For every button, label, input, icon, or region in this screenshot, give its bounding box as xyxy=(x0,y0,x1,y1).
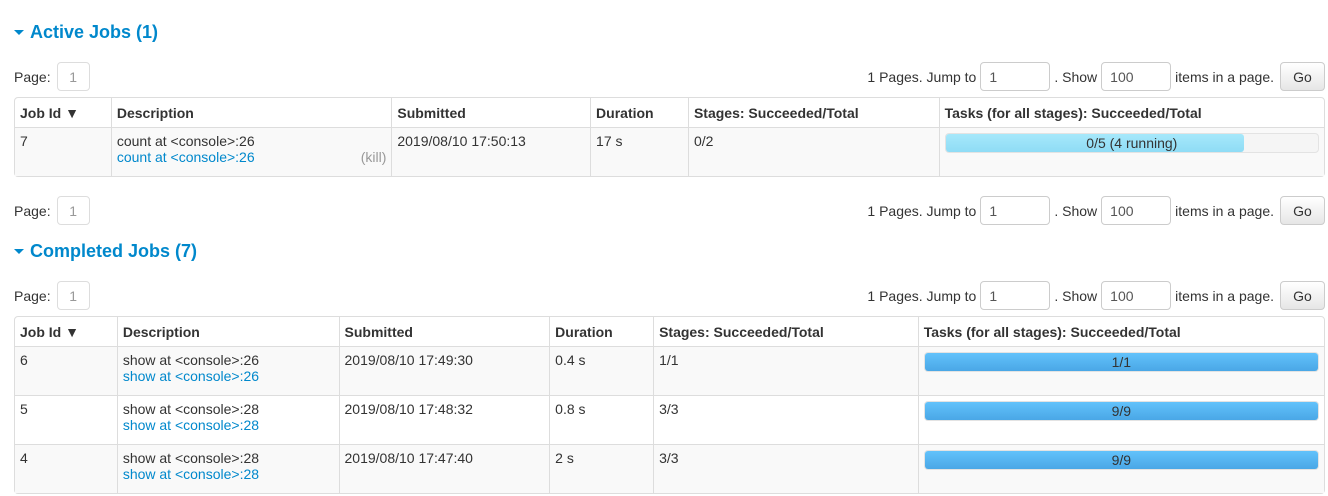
job-id: 4 xyxy=(15,444,117,493)
duration: 0.4 s xyxy=(549,346,654,395)
task-progress-bar: 0/5 (4 running) xyxy=(944,133,1319,153)
table-row: 4 show at <console>:28 show at <console>… xyxy=(15,444,1324,493)
column-header[interactable]: Submitted xyxy=(391,98,590,127)
column-header[interactable]: Stages: Succeeded/Total xyxy=(653,317,918,346)
show-text: . Show xyxy=(1054,202,1098,219)
jump-to-input[interactable] xyxy=(980,62,1051,91)
job-id: 5 xyxy=(15,395,117,444)
go-button[interactable]: Go xyxy=(1280,62,1325,91)
running-fill xyxy=(945,134,1244,152)
pages-text: 1 Pages. Jump to xyxy=(867,68,977,85)
jump-to-input[interactable] xyxy=(980,281,1051,310)
job-description: show at <console>:28 xyxy=(122,450,260,466)
completed-fill xyxy=(924,353,1318,371)
kill-link[interactable]: (kill) xyxy=(360,149,387,165)
pages-text: 1 Pages. Jump to xyxy=(867,287,977,304)
completed-fill xyxy=(924,402,1318,420)
active-jobs-toggle[interactable]: Active Jobs (1) xyxy=(14,22,158,43)
page-button[interactable]: 1 xyxy=(56,196,90,225)
header-row: Job Id ▼ Description Submitted Duration Stag… xyxy=(15,317,1324,346)
job-id: 6 xyxy=(15,346,117,395)
items-text: items in a page. xyxy=(1175,202,1274,219)
completed-jobs-table: Job Id ▼ Description Submitted Duration Stag… xyxy=(14,316,1325,494)
column-header[interactable]: Job Id ▼ xyxy=(20,104,79,121)
header-row: Job Id ▼ Description Submitted Duration Stag… xyxy=(15,98,1324,127)
items-text: items in a page. xyxy=(1175,68,1274,85)
task-progress-label: 1/1 xyxy=(1111,354,1132,370)
task-progress-bar: 9/9 xyxy=(923,450,1319,470)
section-title: Completed Jobs (7) xyxy=(30,241,198,261)
stages: 0/2 xyxy=(687,127,939,176)
column-header[interactable]: Submitted xyxy=(338,317,550,346)
submitted: 2019/08/10 17:48:32 xyxy=(338,395,550,444)
section-title: Active Jobs (1) xyxy=(30,22,159,42)
job-link[interactable]: show at <console>:28 xyxy=(122,466,260,482)
stages: 3/3 xyxy=(653,395,918,444)
job-description: show at <console>:26 xyxy=(122,352,260,368)
pager: Page: 1 1 Pages. Jump to . Show items in … xyxy=(14,196,1325,225)
page-label: Page: xyxy=(14,202,51,219)
task-progress-bar: 9/9 xyxy=(923,401,1319,421)
submitted: 2019/08/10 17:50:13 xyxy=(391,127,591,176)
job-link[interactable]: count at <console>:26 xyxy=(116,149,255,165)
page-button[interactable]: 1 xyxy=(56,62,90,91)
column-header[interactable]: Duration xyxy=(590,98,688,127)
stages: 3/3 xyxy=(653,444,918,493)
column-header[interactable]: Tasks (for all stages): Succeeded/Total xyxy=(917,317,1324,346)
column-header[interactable]: Duration xyxy=(549,317,653,346)
stages: 1/1 xyxy=(653,346,918,395)
go-button[interactable]: Go xyxy=(1280,196,1325,225)
page-size-input[interactable] xyxy=(1101,62,1172,91)
table-row: 5 show at <console>:28 show at <console>… xyxy=(15,395,1324,444)
caret-down-icon xyxy=(14,30,24,35)
show-text: . Show xyxy=(1054,68,1098,85)
task-progress-label: 0/5 (4 running) xyxy=(1086,135,1178,151)
page-label: Page: xyxy=(14,287,51,304)
pages-text: 1 Pages. Jump to xyxy=(867,202,977,219)
active-jobs-table: Job Id ▼ Description Submitted Duration Stag… xyxy=(14,97,1325,177)
task-progress-label: 9/9 xyxy=(1111,452,1132,468)
duration: 0.8 s xyxy=(549,395,654,444)
column-header[interactable]: Tasks (for all stages): Succeeded/Total xyxy=(938,98,1324,127)
show-text: . Show xyxy=(1054,287,1098,304)
page-size-input[interactable] xyxy=(1101,196,1172,225)
completed-fill xyxy=(924,451,1318,469)
duration: 2 s xyxy=(549,444,654,493)
go-button[interactable]: Go xyxy=(1280,281,1325,310)
items-text: items in a page. xyxy=(1175,287,1274,304)
job-id: 7 xyxy=(15,127,111,176)
job-description: show at <console>:28 xyxy=(122,401,260,417)
page-button[interactable]: 1 xyxy=(56,281,90,310)
submitted: 2019/08/10 17:49:30 xyxy=(338,346,550,395)
page-size-input[interactable] xyxy=(1101,281,1172,310)
pager: Page: 1 1 Pages. Jump to . Show items in … xyxy=(14,62,1325,91)
table-row: 7 count at <console>:26 (kill) count at … xyxy=(15,127,1324,176)
column-header[interactable]: Stages: Succeeded/Total xyxy=(687,98,939,127)
jump-to-input[interactable] xyxy=(980,196,1051,225)
job-link[interactable]: show at <console>:28 xyxy=(122,417,260,433)
pager: Page: 1 1 Pages. Jump to . Show items in … xyxy=(14,281,1325,310)
job-link[interactable]: show at <console>:26 xyxy=(122,368,260,384)
column-header[interactable]: Description xyxy=(110,98,392,127)
column-header[interactable]: Description xyxy=(116,317,339,346)
job-description: count at <console>:26 xyxy=(116,133,255,149)
duration: 17 s xyxy=(590,127,688,176)
column-header[interactable]: Job Id ▼ xyxy=(20,323,79,340)
caret-down-icon xyxy=(14,249,24,254)
task-progress-label: 9/9 xyxy=(1111,403,1132,419)
task-progress-bar: 1/1 xyxy=(923,352,1319,372)
completed-jobs-toggle[interactable]: Completed Jobs (7) xyxy=(14,241,197,262)
page-label: Page: xyxy=(14,68,51,85)
submitted: 2019/08/10 17:47:40 xyxy=(338,444,550,493)
table-row: 6 show at <console>:26 show at <console>… xyxy=(15,346,1324,395)
